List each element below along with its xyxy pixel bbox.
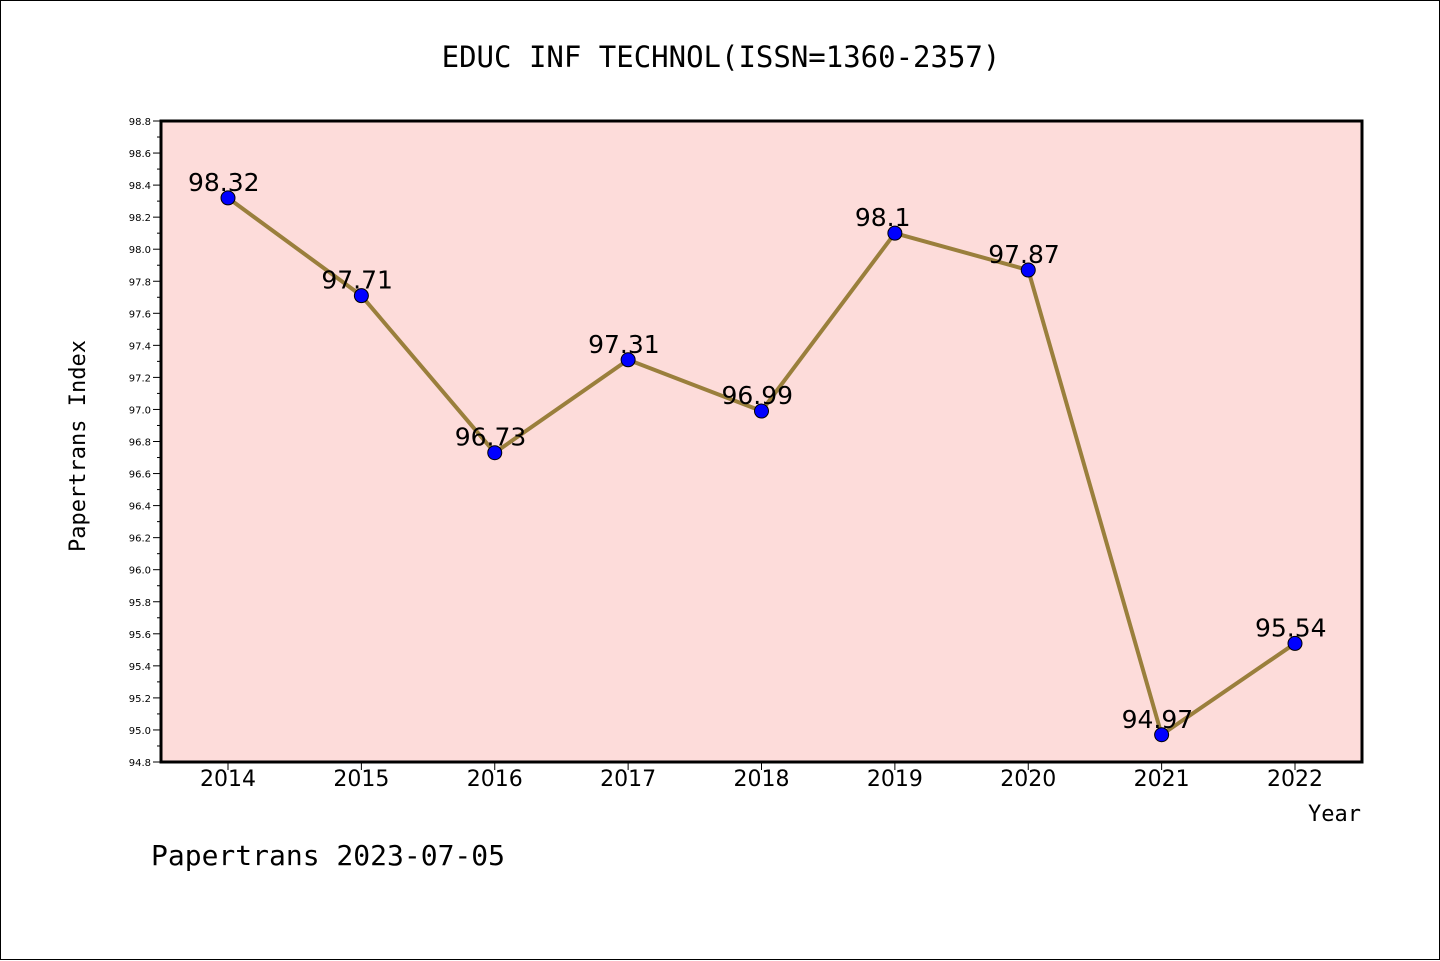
x-tick-label: 2014 xyxy=(200,767,256,792)
y-tick-label: 98.2 xyxy=(129,213,151,224)
x-tick-label: 2020 xyxy=(1000,767,1056,792)
data-point-2015 xyxy=(353,288,369,304)
x-tick-label: 2021 xyxy=(1134,767,1190,792)
y-tick-label: 95.6 xyxy=(129,630,151,641)
y-tick-label: 97.4 xyxy=(129,341,151,352)
y-tick-label: 95.4 xyxy=(129,662,151,673)
y-tick-label: 95.0 xyxy=(129,726,151,737)
y-tick-label: 96.8 xyxy=(129,438,151,449)
data-label-2014: 98.32 xyxy=(188,168,260,197)
y-axis: 94.8 95.0 95.2 95.4 95.6 95.8 96.0 96.2 96.4 96.6… xyxy=(129,117,161,769)
x-axis-title: Year xyxy=(1308,802,1361,827)
marker-group xyxy=(220,190,1303,743)
data-label-2021: 94.97 xyxy=(1122,705,1194,734)
x-tick-label: 2022 xyxy=(1267,767,1323,792)
y-tick-label: 97.0 xyxy=(129,405,151,416)
x-tick-label: 2018 xyxy=(734,767,790,792)
data-point-2020 xyxy=(1020,262,1036,278)
y-tick-label: 98.0 xyxy=(129,245,151,256)
footer-caption: Papertrans 2023-07-05 xyxy=(151,839,505,872)
y-tick-label: 96.4 xyxy=(129,502,151,513)
y-tick-label: 95.8 xyxy=(129,598,151,609)
y-tick-label: 97.8 xyxy=(129,277,151,288)
x-tick-label: 2017 xyxy=(600,767,656,792)
x-axis: 2014 2015 2016 2017 2018 2019 2020 2021 2022 xyxy=(200,762,1323,792)
data-label-2015: 97.71 xyxy=(321,266,393,295)
data-label-group: 98.32 97.71 96.73 97.31 96.99 98.1 97.87 94.97 9… xyxy=(188,168,1327,734)
y-tick-label: 95.2 xyxy=(129,694,151,705)
data-point-2018 xyxy=(754,403,769,419)
data-point-2019 xyxy=(887,225,903,241)
y-tick-label: 96.0 xyxy=(129,566,151,577)
data-point-2017 xyxy=(620,352,636,368)
y-tick-label: 96.6 xyxy=(129,470,151,481)
y-tick-label: 98.4 xyxy=(129,181,151,192)
y-tick-label: 94.8 xyxy=(129,758,151,769)
data-label-2019: 98.1 xyxy=(855,203,911,232)
y-tick-label: 97.6 xyxy=(129,309,151,320)
x-tick-label: 2015 xyxy=(333,767,389,792)
data-point-2014 xyxy=(220,190,236,206)
x-tick-label: 2016 xyxy=(467,767,523,792)
data-label-2018: 96.99 xyxy=(722,381,794,410)
chart-title: EDUC INF TECHNOL(ISSN=1360-2357) xyxy=(442,40,1001,74)
data-point-2016 xyxy=(487,445,503,461)
data-point-2021 xyxy=(1154,727,1170,743)
y-tick-label: 98.6 xyxy=(129,149,151,160)
data-label-2016: 96.73 xyxy=(455,423,527,452)
plot-area xyxy=(159,119,1364,764)
x-tick-label: 2019 xyxy=(867,767,923,792)
y-tick-label: 96.2 xyxy=(129,534,151,545)
y-tick-label: 98.8 xyxy=(129,117,151,128)
data-label-2020: 97.87 xyxy=(988,240,1060,269)
data-label-2017: 97.31 xyxy=(588,330,660,359)
y-tick-label: 97.2 xyxy=(129,373,151,384)
data-point-2022 xyxy=(1287,635,1303,651)
data-label-2022: 95.54 xyxy=(1255,613,1327,642)
y-axis-title: Papertrans Index xyxy=(66,340,91,552)
